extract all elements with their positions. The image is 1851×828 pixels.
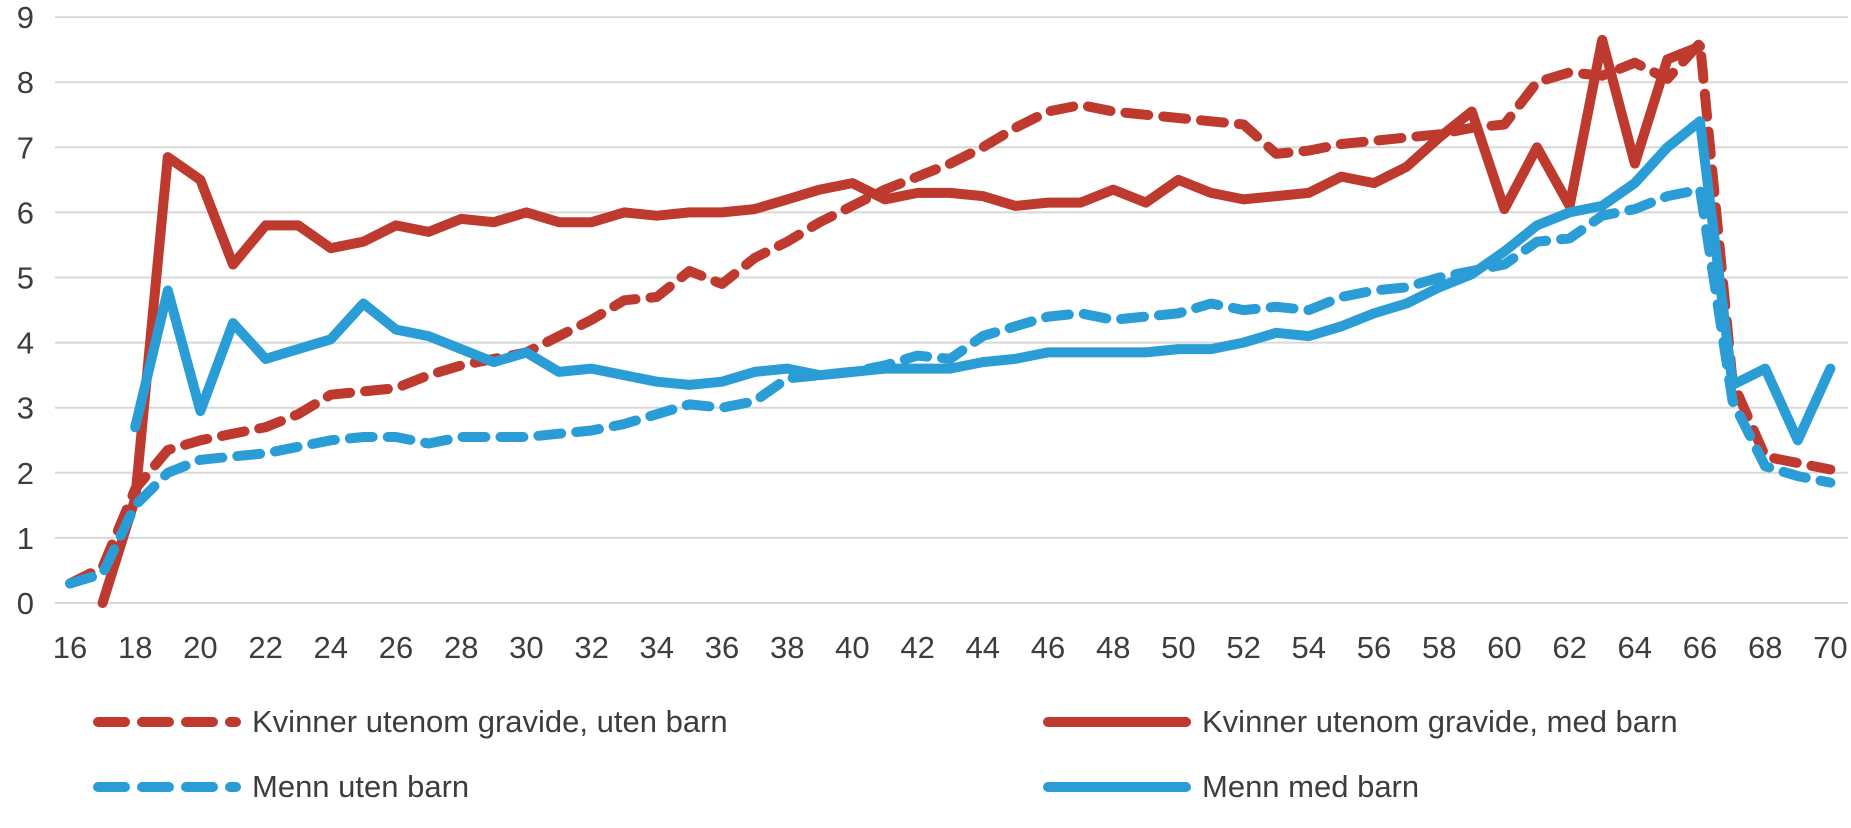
legend-label-menn-med-barn: Menn med barn <box>1202 769 1420 804</box>
legend-label-menn-uten-barn: Menn uten barn <box>252 769 470 804</box>
x-tick-label-48: 48 <box>1096 630 1130 665</box>
y-tick-label-2: 2 <box>17 456 34 491</box>
series-line-kvinner-utenom-gravide-uten-barn <box>65 38 1836 589</box>
legend-swatch-blue-solid-icon <box>1043 782 1191 792</box>
x-tick-label-16: 16 <box>53 630 87 665</box>
x-tick-label-36: 36 <box>705 630 739 665</box>
series-line-menn-med-barn <box>130 116 1836 446</box>
x-tick-label-32: 32 <box>574 630 608 665</box>
legend-label-kvinner-med-barn: Kvinner utenom gravide, med barn <box>1202 704 1678 739</box>
x-tick-label-66: 66 <box>1683 630 1717 665</box>
series-line-kvinner-utenom-gravide-med-barn <box>97 34 1705 608</box>
y-tick-label-9: 9 <box>17 0 34 35</box>
x-tick-label-34: 34 <box>640 630 674 665</box>
legend-item-menn-med-barn: Menn med barn <box>1042 765 1419 809</box>
x-tick-label-44: 44 <box>966 630 1000 665</box>
chart-legend: Kvinner utenom gravide, uten barn Kvinne… <box>0 694 1851 824</box>
x-tick-label-68: 68 <box>1748 630 1782 665</box>
y-tick-label-5: 5 <box>17 261 34 296</box>
x-tick-label-46: 46 <box>1031 630 1065 665</box>
y-tick-label-8: 8 <box>17 65 34 100</box>
x-tick-label-18: 18 <box>118 630 152 665</box>
x-tick-label-20: 20 <box>183 630 217 665</box>
legend-swatch-blue-dashed-icon <box>93 782 241 792</box>
x-tick-label-38: 38 <box>770 630 804 665</box>
x-tick-label-42: 42 <box>900 630 934 665</box>
y-tick-label-7: 7 <box>17 130 34 165</box>
x-tick-label-40: 40 <box>835 630 869 665</box>
x-tick-label-28: 28 <box>444 630 478 665</box>
y-tick-label-6: 6 <box>17 195 34 230</box>
x-tick-label-54: 54 <box>1292 630 1326 665</box>
legend-label-kvinner-uten-barn: Kvinner utenom gravide, uten barn <box>252 704 728 739</box>
x-tick-label-52: 52 <box>1226 630 1260 665</box>
x-tick-label-22: 22 <box>248 630 282 665</box>
y-tick-label-1: 1 <box>17 521 34 556</box>
legend-swatch-red-dashed-icon <box>93 717 241 727</box>
legend-item-kvinner-uten-barn: Kvinner utenom gravide, uten barn <box>92 700 728 744</box>
legend-item-menn-uten-barn: Menn uten barn <box>92 765 469 809</box>
x-tick-label-24: 24 <box>314 630 348 665</box>
x-tick-label-64: 64 <box>1618 630 1652 665</box>
x-tick-label-70: 70 <box>1813 630 1847 665</box>
x-tick-label-56: 56 <box>1357 630 1391 665</box>
legend-swatch-red-solid-icon <box>1043 717 1191 727</box>
x-tick-label-60: 60 <box>1487 630 1521 665</box>
x-tick-label-26: 26 <box>379 630 413 665</box>
legend-item-kvinner-med-barn: Kvinner utenom gravide, med barn <box>1042 700 1678 744</box>
series-line-menn-uten-barn <box>65 184 1836 589</box>
x-tick-label-30: 30 <box>509 630 543 665</box>
y-tick-label-3: 3 <box>17 391 34 426</box>
y-tick-label-4: 4 <box>17 326 34 361</box>
x-tick-label-50: 50 <box>1161 630 1195 665</box>
y-tick-label-0: 0 <box>17 586 34 621</box>
x-tick-label-62: 62 <box>1552 630 1586 665</box>
x-tick-label-58: 58 <box>1422 630 1456 665</box>
